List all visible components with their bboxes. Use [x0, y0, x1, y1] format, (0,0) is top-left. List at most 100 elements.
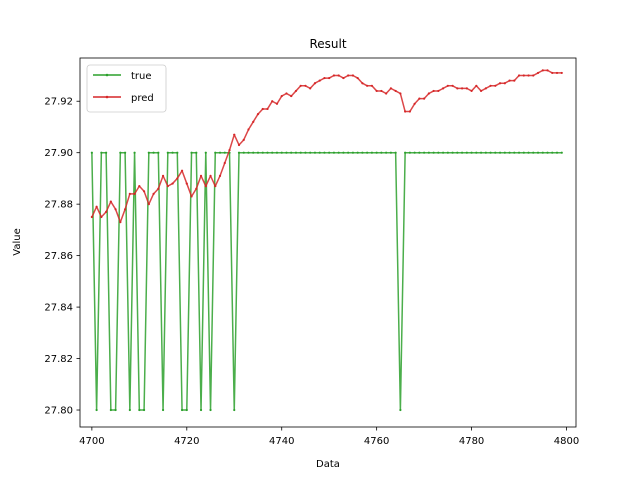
data-point-true-51	[332, 151, 336, 154]
data-point-pred-64	[394, 89, 397, 93]
data-point-pred-45	[304, 84, 307, 87]
data-point-pred-26	[214, 185, 217, 188]
data-point-true-52	[337, 151, 340, 154]
data-point-true-27	[218, 151, 222, 154]
data-point-true-82	[479, 151, 483, 154]
data-point-pred-37	[266, 107, 269, 111]
data-point-true-72	[432, 151, 435, 154]
data-point-pred-8	[128, 192, 131, 195]
data-point-true-5	[114, 408, 117, 412]
data-point-true-61	[380, 151, 383, 154]
data-point-true-65	[399, 408, 402, 412]
data-point-true-42	[290, 151, 293, 154]
data-point-pred-5	[114, 208, 117, 211]
data-point-pred-63	[389, 87, 392, 90]
data-point-true-67	[408, 151, 411, 154]
data-point-true-68	[413, 151, 416, 154]
data-point-true-79	[465, 151, 468, 154]
data-point-true-1	[95, 408, 98, 412]
data-point-true-15	[161, 408, 165, 412]
data-point-pred-82	[479, 89, 483, 93]
data-point-true-58	[366, 151, 369, 154]
data-point-true-35	[256, 151, 260, 154]
data-point-pred-97	[551, 71, 554, 75]
data-point-true-92	[527, 151, 530, 154]
data-point-true-93	[532, 151, 535, 154]
data-point-pred-46	[309, 87, 312, 90]
data-point-pred-9	[133, 192, 136, 195]
data-point-pred-67	[408, 110, 411, 113]
data-point-true-97	[551, 151, 554, 154]
series-points-true	[90, 151, 563, 412]
data-point-true-13	[152, 151, 155, 154]
data-point-true-91	[522, 151, 525, 154]
data-point-pred-84	[489, 84, 492, 87]
data-point-true-7	[123, 151, 127, 154]
data-point-true-48	[318, 151, 321, 154]
data-point-pred-33	[247, 128, 250, 131]
x-tick-label-0: 4700	[79, 436, 104, 447]
data-point-pred-87	[503, 82, 506, 85]
data-point-pred-57	[361, 82, 364, 85]
data-point-pred-32	[242, 138, 245, 141]
data-point-true-85	[494, 151, 497, 154]
data-point-pred-40	[280, 94, 283, 98]
data-point-pred-43	[294, 89, 298, 93]
data-point-true-88	[508, 151, 511, 154]
data-point-pred-93	[532, 74, 535, 77]
data-point-true-17	[171, 151, 174, 154]
data-point-true-95	[541, 151, 544, 154]
data-point-pred-52	[337, 74, 340, 77]
data-point-pred-85	[494, 84, 497, 87]
data-point-pred-54	[347, 74, 350, 77]
data-point-pred-19	[180, 169, 184, 172]
y-tick-label-6: 27.92	[44, 97, 73, 108]
data-point-pred-65	[399, 92, 402, 95]
data-point-pred-71	[427, 92, 430, 95]
series-layer	[90, 69, 563, 412]
data-point-true-84	[489, 151, 492, 154]
series-line-true	[91, 151, 562, 411]
data-point-true-12	[147, 151, 150, 154]
data-point-pred-53	[342, 76, 345, 80]
data-point-pred-66	[404, 110, 407, 113]
data-point-true-54	[347, 151, 350, 154]
data-point-true-16	[166, 151, 169, 154]
data-point-pred-31	[237, 143, 241, 147]
data-point-true-38	[271, 151, 274, 154]
data-point-pred-1	[95, 205, 98, 208]
data-point-true-11	[142, 408, 146, 412]
data-point-true-19	[180, 408, 184, 412]
data-point-true-90	[517, 151, 521, 154]
data-point-pred-15	[161, 174, 165, 177]
data-point-pred-72	[432, 89, 435, 93]
y-tick-label-4: 27.88	[44, 200, 73, 211]
data-point-true-87	[503, 151, 506, 154]
data-point-true-76	[451, 151, 454, 154]
data-point-pred-38	[271, 100, 274, 103]
data-point-true-75	[446, 151, 449, 154]
legend-box	[86, 64, 167, 113]
data-point-true-45	[304, 151, 307, 154]
series-line-pred	[91, 69, 562, 223]
data-point-true-56	[356, 151, 359, 154]
data-point-pred-13	[152, 192, 155, 195]
data-point-pred-76	[451, 84, 454, 87]
x-tick-label-5: 4800	[554, 436, 579, 447]
data-point-pred-39	[275, 102, 279, 105]
data-point-pred-6	[119, 221, 122, 224]
data-point-pred-79	[465, 87, 468, 90]
plot-frame	[79, 57, 577, 428]
data-point-true-39	[275, 151, 279, 154]
data-point-true-77	[456, 151, 459, 154]
legend-marker-pred	[105, 95, 109, 99]
data-point-pred-98	[555, 71, 559, 75]
data-point-pred-41	[285, 92, 288, 95]
legend-label-pred: pred	[131, 93, 154, 104]
data-point-pred-12	[147, 203, 150, 206]
data-point-pred-62	[385, 92, 388, 95]
data-point-pred-29	[228, 149, 231, 152]
data-point-true-83	[484, 151, 487, 154]
data-point-pred-18	[176, 177, 179, 180]
